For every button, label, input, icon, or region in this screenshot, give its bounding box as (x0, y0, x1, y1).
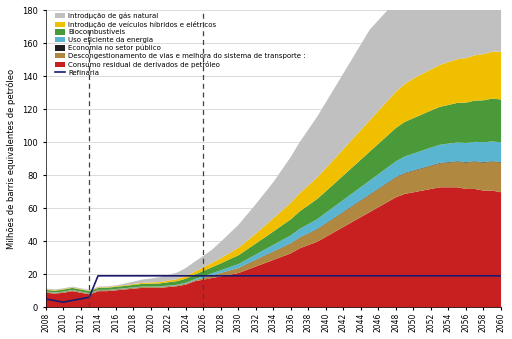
Legend: Introdução de gás natural, Introdução de veículos híbridos e elétricos, Biocombu: Introdução de gás natural, Introdução de… (54, 11, 307, 77)
Y-axis label: Milhões de barris equivalentes de petróleo: Milhões de barris equivalentes de petról… (7, 69, 16, 249)
